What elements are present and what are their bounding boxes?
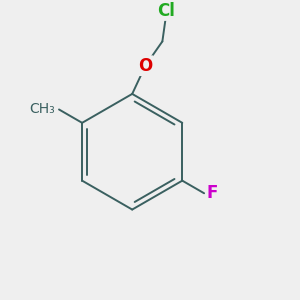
Text: CH₃: CH₃: [30, 103, 56, 116]
Text: Cl: Cl: [158, 2, 175, 20]
Text: F: F: [206, 184, 218, 202]
Text: O: O: [138, 57, 152, 75]
